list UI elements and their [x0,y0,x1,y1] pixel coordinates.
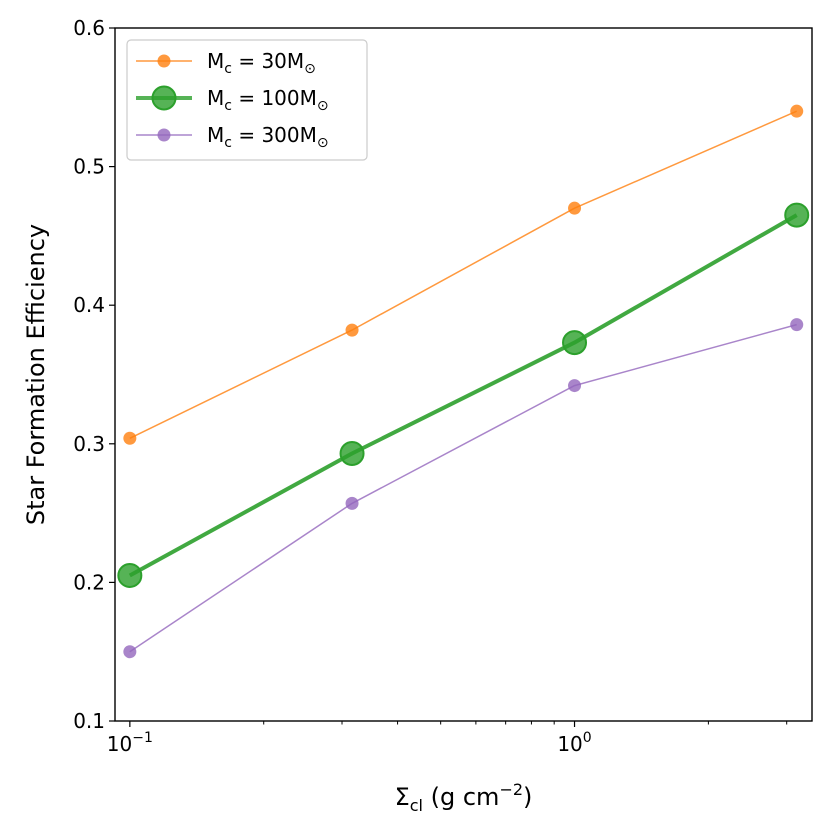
y-tick-label: 0.3 [73,432,105,456]
y-tick-label: 0.6 [73,16,105,40]
y-tick-label: 0.2 [73,570,105,594]
series-2 [123,318,804,659]
y-tick-label: 0.1 [73,709,105,733]
legend-label: Mc = 30M⊙ [207,49,316,77]
x-tick-label: 100 [557,730,591,756]
data-point [123,431,137,445]
legend-swatch-marker [157,54,171,68]
data-point [790,104,804,118]
y-tick-label: 0.4 [73,293,105,317]
data-point [790,318,804,332]
legend-box [126,39,368,161]
y-tick-label: 0.5 [73,155,105,179]
data-point [345,496,359,510]
series-layer [117,104,810,659]
legend-label: Mc = 300M⊙ [207,123,329,151]
plot-frame [114,27,813,722]
legend-swatch-marker [157,128,171,142]
x-tick-label: 10−1 [107,730,153,756]
data-point [562,330,588,356]
x-axis-title: Σcl (g cm−2) [395,780,533,815]
data-point [568,201,582,215]
legend: Mc = 30M⊙ Mc = 100M⊙ Mc = 300M⊙ [126,39,368,161]
data-point [123,645,137,659]
series-line [128,213,798,578]
legend-entry: Mc = 100M⊙ [136,85,329,114]
data-point [117,562,143,588]
series-line [129,110,798,439]
data-point [339,441,365,467]
data-point [568,379,582,393]
data-point [784,202,810,228]
legend-swatch-marker [151,85,177,111]
series-0 [123,104,804,445]
legend-entry: Mc = 300M⊙ [136,123,329,151]
data-point [345,323,359,337]
y-axis-title: Star Formation Efficiency [22,224,50,525]
axes-layer: 0.1 0.2 0.3 0.4 0.5 0.6 10−1 100 [73,16,788,756]
legend-label: Mc = 100M⊙ [207,86,329,114]
legend-entry: Mc = 30M⊙ [136,49,316,77]
series-line [129,323,797,653]
series-1 [117,202,810,588]
